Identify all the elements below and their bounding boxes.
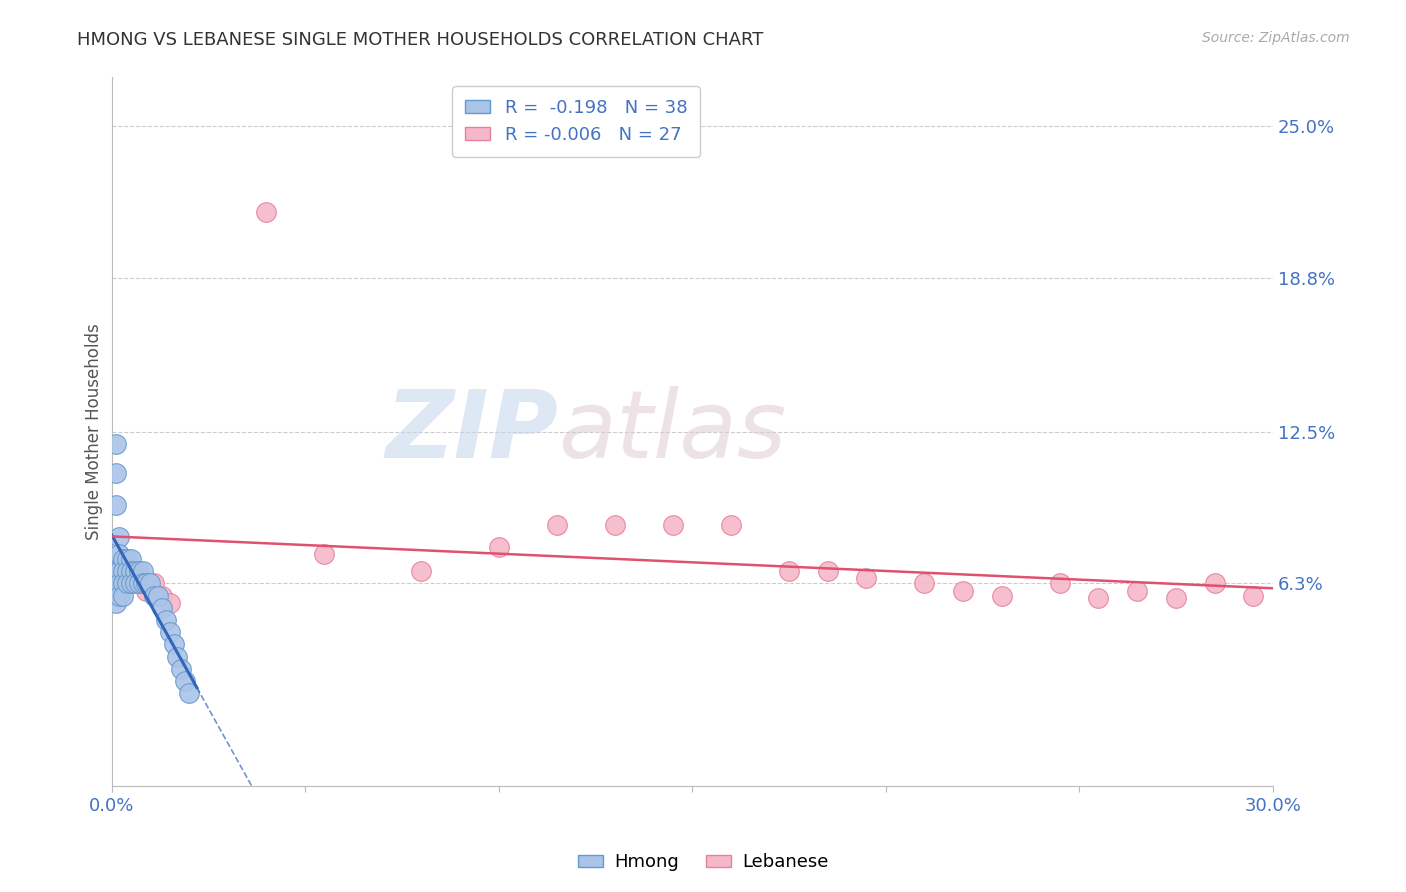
Point bbox=[817, 564, 839, 578]
Point bbox=[128, 576, 150, 591]
Point bbox=[124, 576, 146, 591]
Point bbox=[855, 571, 877, 585]
Text: HMONG VS LEBANESE SINGLE MOTHER HOUSEHOLDS CORRELATION CHART: HMONG VS LEBANESE SINGLE MOTHER HOUSEHOL… bbox=[77, 31, 763, 49]
Point bbox=[1164, 591, 1187, 605]
Point bbox=[120, 576, 142, 591]
Point bbox=[112, 564, 135, 578]
Legend: R =  -0.198   N = 38, R = -0.006   N = 27: R = -0.198 N = 38, R = -0.006 N = 27 bbox=[453, 87, 700, 157]
Point bbox=[120, 552, 142, 566]
Point bbox=[1204, 576, 1226, 591]
Text: atlas: atlas bbox=[558, 386, 787, 477]
Point bbox=[115, 564, 138, 578]
Point bbox=[603, 517, 626, 532]
Point bbox=[104, 467, 127, 481]
Point bbox=[112, 552, 135, 566]
Point bbox=[1126, 583, 1149, 598]
Y-axis label: Single Mother Households: Single Mother Households bbox=[86, 324, 103, 541]
Point bbox=[135, 583, 157, 598]
Point bbox=[166, 649, 188, 664]
Point bbox=[131, 564, 153, 578]
Point bbox=[314, 547, 336, 561]
Point bbox=[952, 583, 974, 598]
Point bbox=[146, 589, 169, 603]
Point bbox=[143, 576, 166, 591]
Point bbox=[488, 540, 510, 554]
Point bbox=[150, 589, 173, 603]
Point bbox=[254, 204, 277, 219]
Legend: Hmong, Lebanese: Hmong, Lebanese bbox=[571, 847, 835, 879]
Point bbox=[662, 517, 685, 532]
Point bbox=[128, 564, 150, 578]
Point bbox=[108, 547, 131, 561]
Point bbox=[120, 564, 142, 578]
Point bbox=[139, 576, 162, 591]
Point bbox=[120, 576, 142, 591]
Point bbox=[720, 517, 742, 532]
Text: Source: ZipAtlas.com: Source: ZipAtlas.com bbox=[1202, 31, 1350, 45]
Point bbox=[411, 564, 433, 578]
Point bbox=[104, 596, 127, 610]
Point bbox=[546, 517, 568, 532]
Point bbox=[112, 564, 135, 578]
Point bbox=[174, 674, 197, 689]
Point bbox=[135, 576, 157, 591]
Point bbox=[162, 637, 184, 651]
Point bbox=[159, 596, 181, 610]
Point bbox=[155, 613, 177, 627]
Point bbox=[131, 576, 153, 591]
Point bbox=[112, 576, 135, 591]
Point bbox=[108, 589, 131, 603]
Point bbox=[912, 576, 935, 591]
Point bbox=[159, 625, 181, 640]
Point bbox=[108, 530, 131, 544]
Point bbox=[177, 686, 200, 700]
Point bbox=[1241, 589, 1264, 603]
Text: ZIP: ZIP bbox=[385, 386, 558, 478]
Point bbox=[108, 576, 131, 591]
Point bbox=[778, 564, 800, 578]
Point bbox=[150, 600, 173, 615]
Point bbox=[1049, 576, 1071, 591]
Point bbox=[104, 564, 127, 578]
Point bbox=[108, 564, 131, 578]
Point bbox=[143, 589, 166, 603]
Point bbox=[170, 662, 193, 676]
Point bbox=[128, 571, 150, 585]
Point bbox=[115, 552, 138, 566]
Point bbox=[104, 437, 127, 451]
Point bbox=[990, 589, 1012, 603]
Point bbox=[112, 589, 135, 603]
Point bbox=[104, 498, 127, 512]
Point bbox=[1087, 591, 1109, 605]
Point bbox=[124, 564, 146, 578]
Point bbox=[115, 576, 138, 591]
